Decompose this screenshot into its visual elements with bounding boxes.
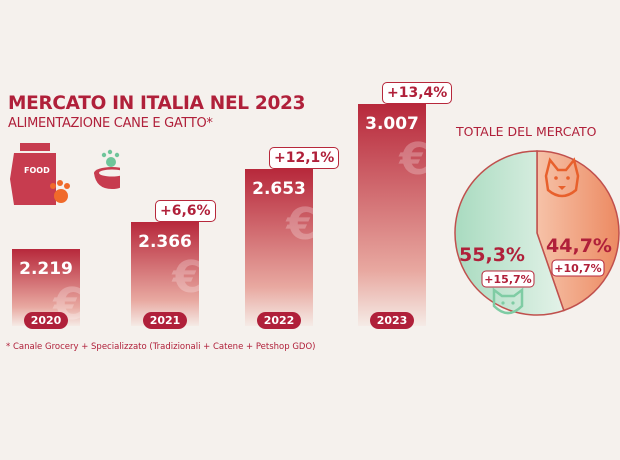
bar-value-label: 2.366 [138,231,192,252]
pie-growth-badge: +15,7% [484,273,531,286]
footnote: * Canale Grocery + Specializzato (Tradiz… [6,342,316,352]
bar-2022: 2.653 € [245,169,313,326]
growth-badge: +6,6% [155,199,216,222]
pie-title: TOTALE DEL MERCATO [456,124,597,139]
year-label: 2023 [370,312,414,329]
bar-value-label: 3.007 [365,114,419,135]
food-bag-icon: FOOD [10,143,70,205]
pet-food-icons: FOOD [10,143,120,205]
euro-icon: € [172,251,199,303]
pie-value-label: 55,3% [459,244,525,266]
dog-icon [544,157,580,198]
svg-text:FOOD: FOOD [24,166,50,175]
year-label: 2020 [24,312,68,329]
pie-growth-badge: +10,7% [554,262,601,275]
euro-icon: € [286,199,313,251]
growth-badge: +12,1% [269,147,340,170]
pie-value-label: 44,7% [546,235,612,257]
page-subtitle: ALIMENTAZIONE CANE E GATTO* [8,116,213,131]
year-label: 2021 [143,312,187,329]
bar-value-label: 2.653 [252,179,306,200]
bar-2021: 2.366 € [131,221,199,326]
year-label: 2022 [257,312,301,329]
bar-2023: 3.007 € [358,104,426,326]
page-title: MERCATO IN ITALIA NEL 2023 [8,93,306,114]
growth-badge: +13,4% [382,82,453,105]
cat-icon [492,287,524,315]
euro-icon: € [399,134,426,186]
bar-value-label: 2.219 [19,258,73,279]
market-share-pie: 44,7% +10,7% 55,3% +15,7% [454,150,620,316]
pet-bowl-icon [94,149,120,189]
